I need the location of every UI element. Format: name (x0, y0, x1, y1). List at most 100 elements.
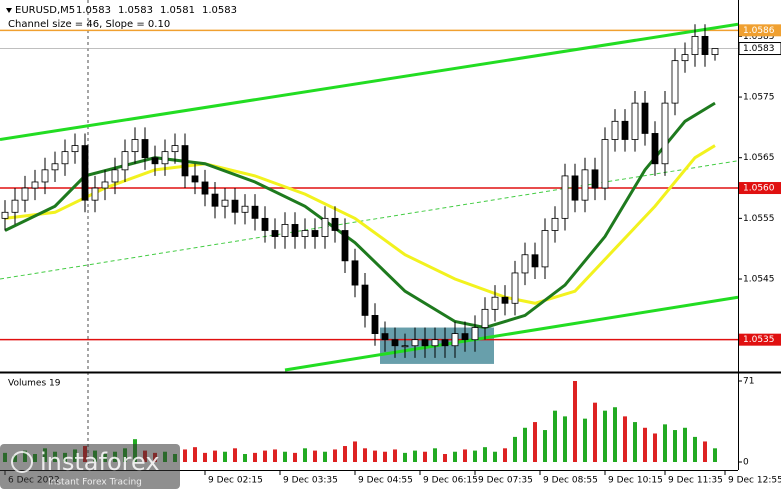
x-tick-label: 9 Dec 11:35 (668, 476, 723, 486)
level-box (738, 42, 781, 56)
watermark-box (0, 444, 180, 489)
x-tick-label: 9 Dec 10:15 (608, 476, 663, 486)
volume-bar (423, 451, 427, 462)
volume-bar (633, 422, 637, 462)
candle-body (11, 199, 19, 213)
candle-body (221, 199, 229, 207)
volume-bar (573, 381, 577, 462)
candle-body (511, 272, 519, 304)
volume-bar (243, 454, 247, 462)
volume-bar (223, 451, 227, 462)
candle-body (181, 145, 189, 177)
candle-body (501, 296, 509, 304)
volume-bar (543, 430, 547, 462)
candle-body (21, 187, 29, 201)
candle-body (461, 333, 469, 341)
volume-bar (203, 452, 207, 462)
candle-body (481, 308, 489, 328)
ohlc-open: 1.0583 (76, 5, 111, 16)
x-tick-label: 9 Dec 07:35 (478, 476, 533, 486)
candle-body (671, 60, 679, 104)
candle-body (71, 145, 79, 153)
candle-body (441, 339, 449, 347)
symbol: EURUSD,M5 (15, 5, 75, 16)
candle-body (121, 151, 129, 171)
y-tick-label: 1.0555 (743, 214, 775, 224)
volume-bar (323, 451, 327, 462)
ohlc-low: 1.0581 (160, 5, 195, 16)
y-tick-label: 1.0565 (743, 153, 775, 163)
volume-bar (363, 448, 367, 462)
indicator-line (284, 295, 739, 372)
volume-bar (273, 449, 277, 462)
volume-bar (393, 449, 397, 462)
candle-body (641, 102, 649, 134)
volume-bar (603, 410, 607, 462)
volume-bar (703, 441, 707, 462)
indicator-line (4, 101, 716, 330)
candle-body (701, 35, 709, 55)
indicator-line (0, 160, 739, 280)
y-tick-label: 1.0585 (743, 32, 775, 42)
volume-bar (433, 448, 437, 462)
volume-bar (353, 441, 357, 462)
candle-body (111, 169, 119, 183)
candle-body (691, 35, 699, 55)
header-arrow (6, 8, 12, 13)
candle-body (681, 54, 689, 62)
x-tick-label: 9 Dec 12:55 (728, 476, 781, 486)
volume-bar (623, 416, 627, 462)
candle-body (411, 339, 419, 347)
volume-bar (713, 448, 717, 462)
candle-body (261, 217, 269, 231)
candle-body (291, 224, 299, 237)
candle-body (91, 187, 99, 201)
volume-bar (193, 447, 197, 462)
volume-bar (533, 422, 537, 462)
indicator-info: Channel size = 46, Slope = 0.10 (8, 19, 170, 30)
volume-bar (403, 452, 407, 462)
x-tick-label: 9 Dec 04:55 (358, 476, 413, 486)
volume-bar (213, 450, 217, 462)
candle-body (551, 217, 559, 231)
volume-bar (513, 436, 517, 462)
candle-body (51, 163, 59, 171)
x-tick-label: 9 Dec 08:55 (543, 476, 598, 486)
candle-body (621, 120, 629, 140)
candle-body (191, 175, 199, 183)
plot: 1.0535 1.0545 1.0555 1.0565 1.0575 1.0585 Volu… (0, 22, 775, 468)
volume-bar (263, 450, 267, 462)
candle-body (81, 145, 89, 201)
candle-body (151, 157, 159, 165)
candle-body (41, 169, 49, 183)
candle-body (281, 224, 289, 237)
volume-bar (333, 449, 337, 462)
candle-body (311, 230, 319, 237)
volume-bar (673, 430, 677, 462)
candle-body (101, 181, 109, 189)
x-tick-label: 9 Dec 02:15 (208, 476, 263, 486)
volume-bar (343, 446, 347, 462)
watermark-tagline: Instant Forex Tracing (48, 478, 142, 488)
volume-bar (613, 407, 617, 462)
level-label: 1.0535 (743, 335, 775, 345)
indicator-line (4, 144, 716, 305)
y-tick-label: 71 (743, 377, 754, 387)
volume-bar (253, 452, 257, 462)
candle-body (421, 339, 429, 347)
candle-body (271, 230, 279, 237)
volume-bar (443, 454, 447, 462)
candle-body (531, 254, 539, 268)
candle-body (161, 151, 169, 165)
volume-bar (463, 449, 467, 462)
volume-bar (643, 427, 647, 462)
volume-bar (683, 427, 687, 462)
candle-body (241, 205, 249, 213)
candle-body (301, 230, 309, 237)
level-label: 1.0583 (743, 44, 775, 54)
candle-body (201, 181, 209, 195)
candle-body (591, 169, 599, 189)
volume-bar (553, 410, 557, 462)
level-label: 1.0560 (743, 184, 775, 194)
candle-body (231, 199, 239, 213)
